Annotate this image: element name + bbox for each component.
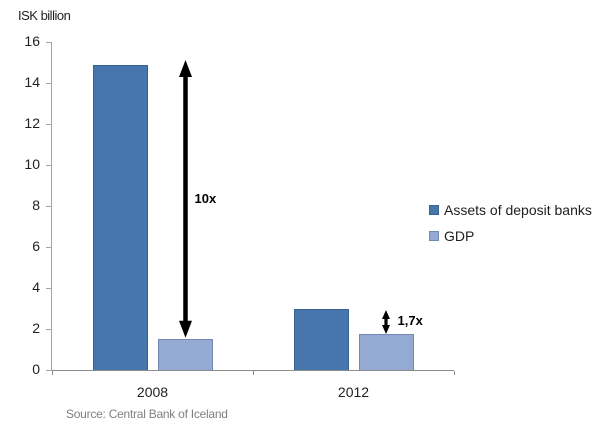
bar-assets-of-deposit-banks-2012 bbox=[293, 308, 349, 370]
double-arrow-1,7x bbox=[382, 309, 390, 334]
annotation-label-1,7x: 1,7x bbox=[397, 313, 423, 329]
y-tick-mark bbox=[46, 205, 51, 207]
x-category-label-2012: 2012 bbox=[337, 384, 370, 400]
annotation-label-10x: 10x bbox=[194, 190, 217, 206]
y-tick-mark bbox=[46, 164, 51, 166]
y-tick-mark bbox=[46, 328, 51, 330]
x-category-label-2008: 2008 bbox=[136, 384, 169, 400]
bar-gdp-2012 bbox=[358, 334, 414, 370]
x-tick-mark bbox=[52, 371, 53, 375]
y-tick-label: 2 bbox=[32, 320, 40, 336]
y-tick-label: 14 bbox=[24, 74, 40, 90]
y-axis-line bbox=[51, 42, 52, 371]
y-tick-label: 4 bbox=[32, 279, 40, 295]
y-tick-mark bbox=[46, 41, 51, 43]
y-tick-mark bbox=[46, 246, 51, 248]
y-tick-label: 6 bbox=[32, 238, 40, 254]
y-tick-mark bbox=[46, 287, 51, 289]
y-tick-mark bbox=[46, 82, 51, 84]
legend-item: Assets of deposit banks bbox=[429, 202, 592, 218]
x-tick-mark bbox=[454, 371, 455, 375]
y-tick-mark bbox=[46, 369, 51, 371]
double-arrow-10x bbox=[178, 60, 192, 339]
legend-label: Assets of deposit banks bbox=[444, 202, 592, 218]
y-tick-label: 12 bbox=[24, 115, 40, 131]
bar-gdp-2008 bbox=[157, 339, 213, 370]
legend-label: GDP bbox=[444, 227, 475, 244]
y-tick-label: 10 bbox=[24, 156, 40, 172]
y-axis-title: ISK billion bbox=[18, 8, 71, 23]
x-axis-line bbox=[52, 370, 454, 371]
y-tick-label: 16 bbox=[24, 33, 40, 49]
x-tick-mark bbox=[253, 371, 254, 375]
legend-item: GDP bbox=[429, 228, 474, 244]
source-note: Source: Central Bank of Iceland bbox=[66, 407, 228, 421]
bar-assets-of-deposit-banks-2008 bbox=[92, 64, 148, 370]
legend-swatch-icon bbox=[429, 230, 439, 241]
y-tick-mark bbox=[46, 123, 51, 125]
legend-swatch-icon bbox=[429, 205, 439, 215]
y-tick-label: 8 bbox=[32, 197, 40, 213]
y-tick-label: 0 bbox=[32, 361, 40, 377]
